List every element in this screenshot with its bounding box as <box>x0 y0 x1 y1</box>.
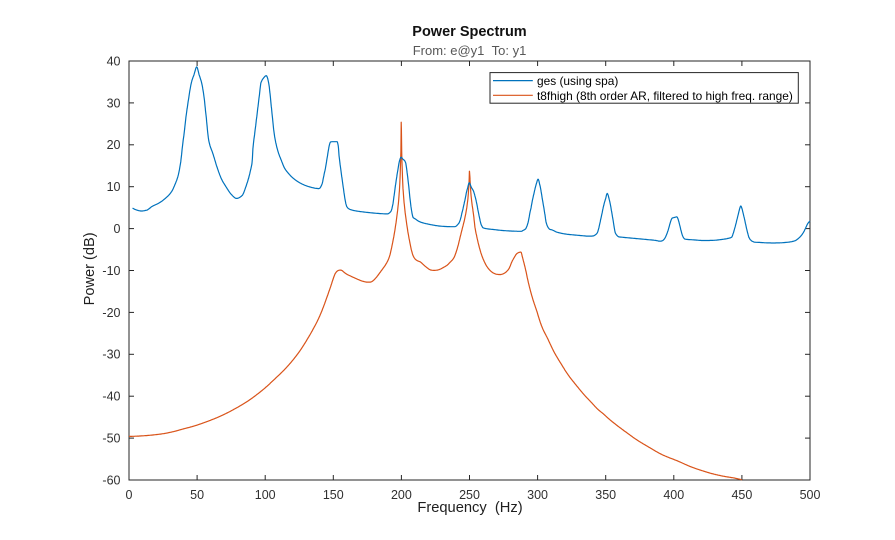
svg-text:200: 200 <box>391 488 412 502</box>
svg-text:0: 0 <box>126 488 133 502</box>
svg-text:Power (dB): Power (dB) <box>82 232 98 305</box>
svg-text:300: 300 <box>527 488 548 502</box>
svg-text:500: 500 <box>800 488 821 502</box>
svg-text:20: 20 <box>107 138 121 152</box>
svg-text:50: 50 <box>190 488 204 502</box>
svg-text:From: e@y1 To: y1: From: e@y1 To: y1 <box>413 43 527 58</box>
svg-text:100: 100 <box>255 488 276 502</box>
svg-text:250: 250 <box>459 488 480 502</box>
svg-text:-50: -50 <box>102 432 120 446</box>
svg-text:-10: -10 <box>102 264 120 278</box>
svg-text:-20: -20 <box>102 306 120 320</box>
svg-text:-30: -30 <box>102 348 120 362</box>
svg-text:40: 40 <box>107 54 121 68</box>
svg-text:-60: -60 <box>102 473 120 487</box>
svg-text:t8fhigh (8th order AR, filtere: t8fhigh (8th order AR, filtered to high … <box>537 89 793 103</box>
svg-text:0: 0 <box>114 222 121 236</box>
svg-text:Power Spectrum: Power Spectrum <box>412 24 526 40</box>
svg-text:150: 150 <box>323 488 344 502</box>
svg-text:ges (using spa): ges (using spa) <box>537 74 618 88</box>
svg-text:-40: -40 <box>102 390 120 404</box>
svg-text:10: 10 <box>107 180 121 194</box>
svg-text:30: 30 <box>107 96 121 110</box>
svg-text:450: 450 <box>731 488 752 502</box>
svg-text:Frequency (Hz): Frequency (Hz) <box>417 500 522 516</box>
svg-text:350: 350 <box>595 488 616 502</box>
svg-text:400: 400 <box>663 488 684 502</box>
